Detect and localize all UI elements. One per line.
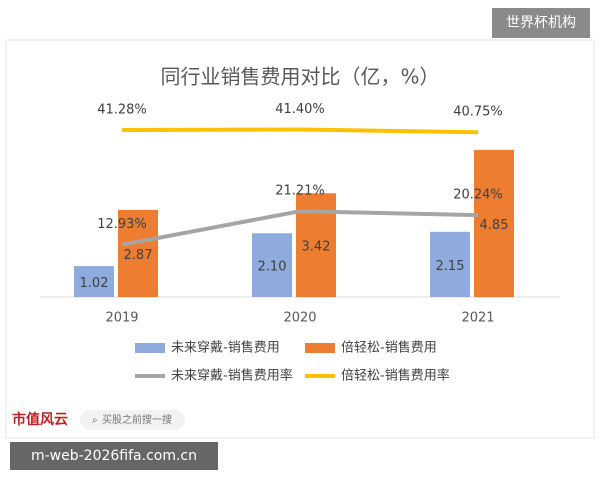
bar xyxy=(430,231,470,297)
x-tick-label: 2020 xyxy=(283,311,316,326)
data-label: 20.24% xyxy=(453,188,503,203)
bar xyxy=(252,233,292,297)
data-label: 3.42 xyxy=(302,240,331,255)
line xyxy=(121,127,479,135)
legend-label: 未来穿戴-销售费用 xyxy=(171,340,280,356)
legend-swatch xyxy=(135,343,165,353)
data-label: 2.10 xyxy=(258,260,287,275)
search-icon: ⌕ xyxy=(92,415,98,426)
data-label: 40.75% xyxy=(453,105,503,120)
data-label: 2.87 xyxy=(124,248,153,263)
data-label: 21.21% xyxy=(275,184,325,199)
legend-label: 未来穿戴-销售费用率 xyxy=(171,368,293,384)
logo: 市值风云 xyxy=(12,411,68,428)
data-label: 12.93% xyxy=(97,217,147,232)
data-label: 41.28% xyxy=(97,103,147,118)
url-text: m-web-2026fifa.com.cn xyxy=(31,448,197,464)
chart-title: 同行业销售费用对比（亿，%） xyxy=(160,65,439,89)
data-label: 2.15 xyxy=(436,259,465,274)
x-tick-label: 2021 xyxy=(461,311,494,326)
line xyxy=(121,209,479,247)
bar xyxy=(118,209,158,297)
badge-text: 世界杯机构 xyxy=(506,15,576,31)
x-tick-label: 2019 xyxy=(105,311,138,326)
bar xyxy=(474,149,514,297)
url-box xyxy=(10,442,218,470)
bar xyxy=(74,266,114,297)
data-label: 4.85 xyxy=(480,218,509,233)
badge xyxy=(492,8,590,38)
legend-swatch xyxy=(305,343,335,353)
data-label: 1.02 xyxy=(80,276,109,291)
legend-label: 倍轻松-销售费用 xyxy=(341,340,437,356)
legend-label: 倍轻松-销售费用率 xyxy=(341,368,450,384)
search-text: 买股之前搜一搜 xyxy=(102,413,172,426)
search-box[interactable] xyxy=(80,410,185,430)
data-label: 41.40% xyxy=(275,102,325,117)
